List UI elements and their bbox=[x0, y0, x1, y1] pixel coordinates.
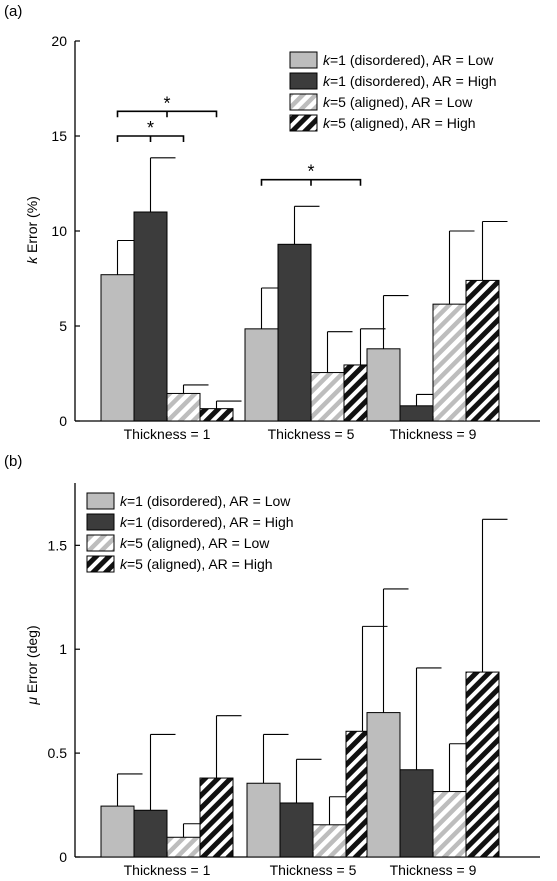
bar bbox=[366, 712, 401, 858]
panel-b: (b) μ Error (deg) 0 0.5 1 1.5 Thickness = 1… bbox=[4, 453, 540, 878]
bar bbox=[399, 769, 434, 858]
panel-b-ylabel: μ Error (deg) bbox=[24, 625, 40, 705]
legend-label-symbol: k bbox=[120, 535, 128, 551]
bar bbox=[133, 211, 168, 422]
significance-star: * bbox=[163, 93, 170, 113]
legend-label-text: =1 (disordered), AR = High bbox=[330, 73, 497, 89]
legend-swatch bbox=[86, 513, 115, 531]
legend-label: k=1 (disordered), AR = Low bbox=[323, 52, 494, 68]
y-tick-label: 1 bbox=[59, 641, 67, 657]
panel-a-ylabel: k Error (%) bbox=[24, 196, 40, 264]
bar bbox=[366, 348, 401, 422]
bar bbox=[277, 243, 312, 422]
legend-swatch bbox=[86, 492, 115, 510]
bar bbox=[399, 405, 434, 422]
legend-label-text: =5 (aligned), AR = Low bbox=[330, 94, 473, 110]
bar bbox=[310, 372, 345, 422]
bar bbox=[432, 791, 467, 858]
legend-label-symbol: k bbox=[323, 52, 331, 68]
bar bbox=[246, 782, 281, 858]
y-tick-label: 1.5 bbox=[48, 537, 68, 553]
x-tick-label: Thickness = 1 bbox=[124, 426, 211, 442]
x-tick-label: Thickness = 5 bbox=[268, 426, 355, 442]
legend-label: k=5 (aligned), AR = High bbox=[120, 556, 273, 572]
bar bbox=[133, 809, 168, 858]
legend-label-text: =1 (disordered), AR = Low bbox=[127, 493, 291, 509]
legend-label-text: =5 (aligned), AR = Low bbox=[127, 535, 270, 551]
panel-a: (a) k Error (%) 0 5 10 15 20 * * * Thickness =… bbox=[4, 3, 540, 442]
bar bbox=[465, 279, 500, 422]
legend-label: k=1 (disordered), AR = Low bbox=[120, 493, 291, 509]
bar bbox=[100, 274, 135, 422]
significance-bracket bbox=[116, 110, 218, 118]
panel-b-ylabel-symbol: μ bbox=[24, 697, 40, 706]
legend-label-symbol: k bbox=[120, 493, 128, 509]
legend-swatch bbox=[289, 51, 318, 69]
legend-label-text: =5 (aligned), AR = High bbox=[127, 556, 273, 572]
legend-label-text: =1 (disordered), AR = High bbox=[127, 514, 294, 530]
y-tick-label: 0.5 bbox=[48, 745, 68, 761]
panel-a-label: (a) bbox=[4, 3, 22, 20]
y-tick-label: 20 bbox=[51, 33, 67, 49]
significance-star: * bbox=[307, 162, 314, 182]
legend-label-symbol: k bbox=[120, 556, 128, 572]
panel-a-ylabel-symbol: k bbox=[24, 256, 40, 264]
legend-label-symbol: k bbox=[120, 514, 128, 530]
bar bbox=[279, 802, 314, 858]
legend-label: k=1 (disordered), AR = High bbox=[120, 514, 294, 530]
legend-swatch bbox=[289, 72, 318, 90]
x-tick-label: Thickness = 5 bbox=[270, 862, 357, 878]
legend-label-text: =5 (aligned), AR = High bbox=[330, 115, 476, 131]
y-tick-label: 10 bbox=[51, 223, 67, 239]
y-tick-label: 0 bbox=[59, 849, 67, 865]
significance-star: * bbox=[147, 118, 154, 138]
bar bbox=[199, 777, 234, 858]
y-tick-label: 0 bbox=[59, 413, 67, 429]
x-tick-label: Thickness = 9 bbox=[390, 426, 477, 442]
bar bbox=[166, 392, 201, 422]
legend-label-symbol: k bbox=[323, 73, 331, 89]
legend-swatch bbox=[289, 93, 318, 111]
significance-bracket bbox=[260, 178, 362, 186]
panel-b-label: (b) bbox=[4, 453, 22, 470]
bar bbox=[465, 671, 500, 858]
legend-label: k=5 (aligned), AR = Low bbox=[120, 535, 270, 551]
legend-swatch bbox=[289, 114, 318, 132]
legend-label-text: =1 (disordered), AR = Low bbox=[330, 52, 494, 68]
bar bbox=[244, 328, 279, 422]
panel-a-ylabel-text: Error (%) bbox=[24, 196, 40, 257]
bar bbox=[166, 836, 201, 858]
significance-bracket bbox=[116, 135, 185, 142]
legend-label-symbol: k bbox=[323, 94, 331, 110]
bar bbox=[100, 805, 135, 858]
x-tick-label: Thickness = 1 bbox=[124, 862, 211, 878]
bar bbox=[312, 824, 347, 858]
legend-swatch bbox=[86, 555, 115, 573]
legend-label: k=5 (aligned), AR = Low bbox=[323, 94, 473, 110]
x-tick-label: Thickness = 9 bbox=[390, 862, 477, 878]
panel-b-ylabel-text: Error (deg) bbox=[24, 625, 40, 697]
legend-label: k=1 (disordered), AR = High bbox=[323, 73, 497, 89]
bar bbox=[432, 303, 467, 422]
legend-swatch bbox=[86, 534, 115, 552]
y-tick-label: 15 bbox=[51, 128, 67, 144]
legend-label: k=5 (aligned), AR = High bbox=[323, 115, 476, 131]
bar bbox=[199, 408, 234, 422]
legend-label-symbol: k bbox=[323, 115, 331, 131]
y-tick-label: 5 bbox=[59, 318, 67, 334]
